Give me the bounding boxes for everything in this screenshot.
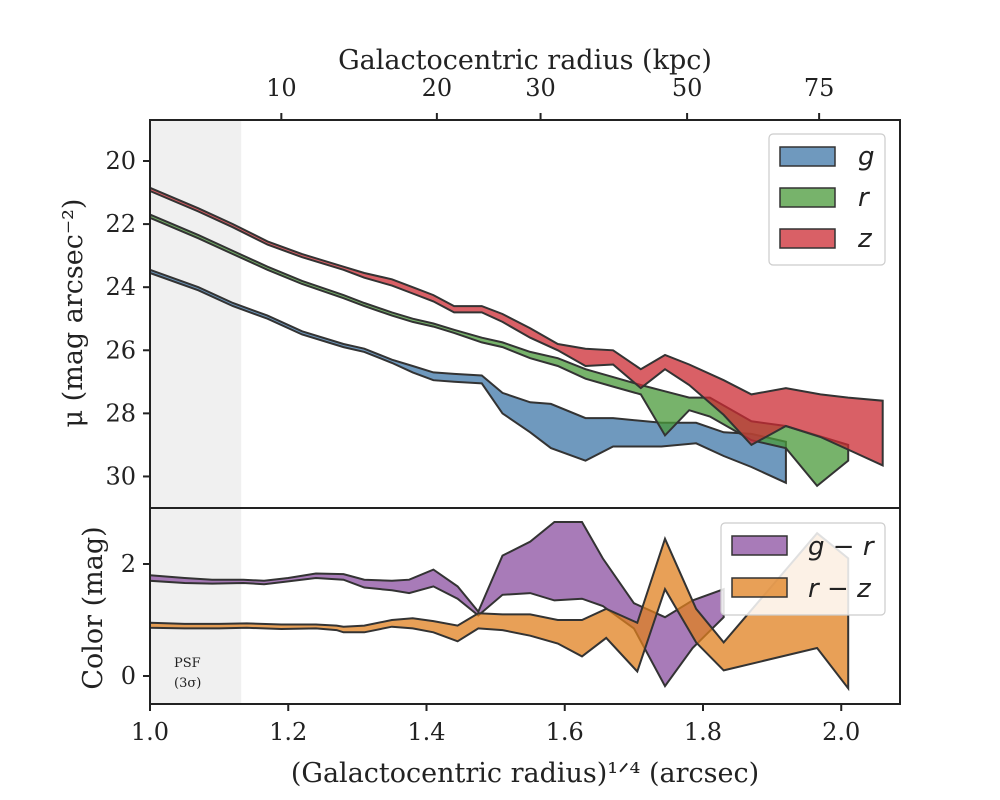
surface-brightness-panel: 20 22 24 26 28 30 10 20 30 50 75 Galactocentric r… (58, 45, 901, 509)
series-area-r-z (149, 531, 850, 692)
bottom-y-axis-label: Color (mag) (78, 526, 109, 689)
x-tick-label: 1.8 (684, 718, 722, 746)
x-tick-label: 1.0 (131, 718, 169, 746)
legend-swatch-r-z (731, 577, 788, 598)
legend-label-g: g (858, 142, 875, 172)
bottom-series-areas (149, 521, 850, 692)
series-area-g (149, 268, 787, 485)
top-series-areas (149, 186, 884, 488)
y-tick-label: 20 (105, 147, 136, 175)
top-psf-shade (150, 120, 242, 508)
x-tick-label: 1.6 (546, 718, 584, 746)
series-area-z (149, 186, 884, 467)
bottom-x-axis-label: (Galactocentric radius)¹ᐟ⁴ (arcsec) (291, 758, 759, 789)
legend-label-r-z: r − z (808, 574, 872, 604)
top-y-ticks: 20 22 24 26 28 30 (105, 147, 150, 490)
x-tick-label: 2.0 (822, 718, 860, 746)
kpc-tick-label: 75 (804, 74, 835, 102)
legend-label-g-r: g − r (808, 532, 876, 562)
psf-label-line2: (3σ) (174, 676, 201, 691)
kpc-tick-label: 50 (672, 74, 703, 102)
top-y-axis-label: μ (mag arcsec⁻²) (58, 199, 89, 428)
series-area-g-r (149, 521, 725, 688)
y-tick-label: 24 (105, 273, 136, 301)
psf-label-line1: PSF (174, 656, 201, 671)
x-tick-label: 1.2 (269, 718, 307, 746)
top-axis-title: Galactocentric radius (kpc) (338, 45, 712, 76)
y-tick-label: 28 (105, 399, 136, 427)
y-tick-label: 26 (105, 336, 136, 364)
top-kpc-ticks: 10 20 30 50 75 (266, 74, 834, 120)
legend-swatch-g-r (731, 535, 788, 556)
x-tick-label: 1.4 (407, 718, 445, 746)
top-legend: g r z (768, 133, 886, 266)
series-area-r (149, 213, 850, 488)
color-panel: 02 1.0 1.2 1.4 1.6 1.8 2.0 (Galactocentric ra… (78, 507, 901, 789)
legend-swatch-g (779, 146, 836, 167)
kpc-tick-label: 20 (422, 74, 453, 102)
bottom-plot-frame (149, 507, 901, 705)
bottom-x-ticks: 1.0 1.2 1.4 1.6 1.8 2.0 (131, 704, 860, 746)
y-tick-label: 0 (121, 662, 136, 690)
bottom-legend: g − r r − z (720, 522, 886, 616)
legend-swatch-r (779, 187, 836, 208)
legend-swatch-z (779, 228, 836, 249)
y-tick-label: 2 (121, 550, 136, 578)
y-tick-label: 22 (105, 210, 136, 238)
legend-label-z: z (857, 224, 873, 254)
bottom-y-ticks: 02 (121, 550, 150, 690)
kpc-tick-label: 30 (525, 74, 556, 102)
bottom-psf-shade (150, 508, 242, 704)
kpc-tick-label: 10 (266, 74, 297, 102)
legend-label-r: r (858, 183, 871, 213)
y-tick-label: 30 (105, 462, 136, 490)
